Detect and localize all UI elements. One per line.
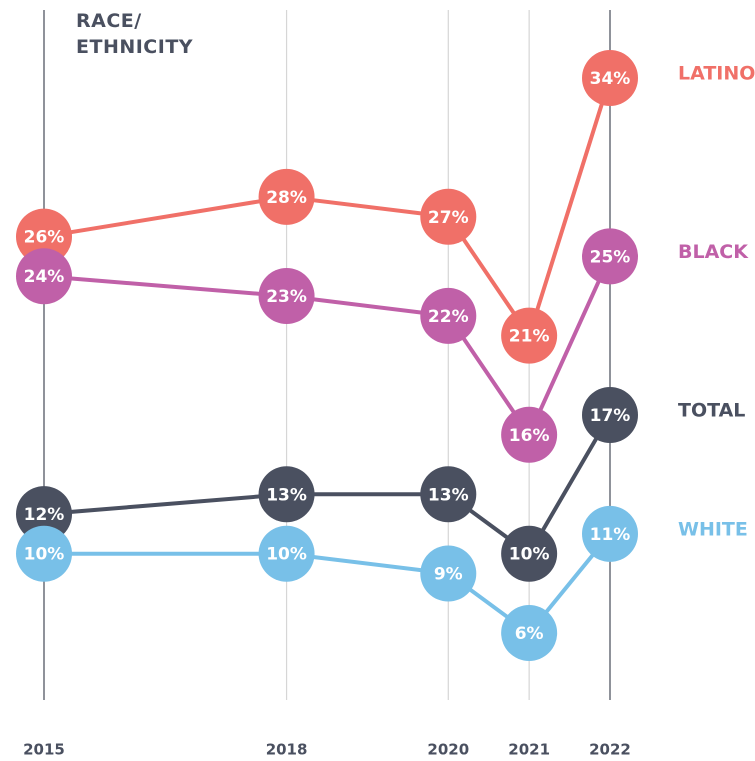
data-label: 21% <box>509 327 550 347</box>
data-point <box>258 466 315 523</box>
data-label: 16% <box>509 426 550 446</box>
data-point <box>16 486 72 543</box>
data-point <box>582 386 638 443</box>
data-label: 27% <box>428 208 469 228</box>
data-point <box>16 525 72 582</box>
data-label: 10% <box>266 545 307 565</box>
data-point <box>420 188 477 245</box>
data-point <box>420 466 477 523</box>
data-label: 10% <box>24 545 65 565</box>
data-point <box>420 287 477 344</box>
data-point <box>258 168 315 225</box>
data-point <box>501 525 558 582</box>
data-label: 28% <box>266 188 307 208</box>
data-label: 25% <box>590 247 631 267</box>
x-tick-label: 2015 <box>23 741 65 759</box>
series-line <box>43 77 612 338</box>
data-label: 12% <box>24 505 65 525</box>
data-label: 10% <box>509 545 550 565</box>
x-tick-label: 2022 <box>589 741 631 759</box>
data-label: 13% <box>428 485 469 505</box>
data-point <box>258 268 315 325</box>
data-point <box>420 545 477 602</box>
data-label: 11% <box>590 525 631 545</box>
legend-label: TOTAL <box>678 399 745 421</box>
x-tick-label: 2018 <box>266 741 308 759</box>
data-label: 6% <box>515 624 544 644</box>
data-label: 24% <box>24 267 65 287</box>
data-point <box>501 406 558 463</box>
data-label: 26% <box>24 228 65 248</box>
data-label: 22% <box>428 307 469 327</box>
data-point <box>582 505 638 562</box>
data-label: 34% <box>590 69 631 89</box>
data-point <box>582 228 638 285</box>
data-label: 17% <box>590 406 631 426</box>
legend-label: LATINO <box>678 63 755 85</box>
data-label: 13% <box>266 485 307 505</box>
data-point <box>582 50 638 106</box>
data-point <box>501 605 558 661</box>
chart-title: RACE/ ETHNICITY <box>76 10 194 58</box>
data-point <box>258 525 315 582</box>
data-label: 23% <box>266 287 307 307</box>
data-point <box>16 208 72 265</box>
x-tick-label: 2021 <box>508 741 550 759</box>
data-label: 9% <box>434 565 463 585</box>
data-point <box>16 248 72 305</box>
data-point <box>501 307 558 364</box>
legend-label: BLACK <box>678 241 749 263</box>
legend-label: WHITE <box>678 518 748 540</box>
x-tick-label: 2020 <box>427 741 469 759</box>
